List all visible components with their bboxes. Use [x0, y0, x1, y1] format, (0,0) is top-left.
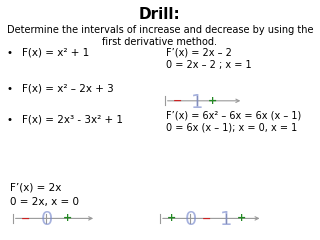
Text: F(x) = 2x³ - 3x² + 1: F(x) = 2x³ - 3x² + 1 — [22, 115, 124, 125]
Text: •: • — [6, 115, 12, 125]
Text: +: + — [237, 213, 246, 223]
Text: 1: 1 — [191, 92, 203, 112]
Text: +: + — [167, 213, 176, 223]
Text: 0 = 2x – 2 ; x = 1: 0 = 2x – 2 ; x = 1 — [166, 60, 252, 70]
Text: F’(x) = 2x – 2: F’(x) = 2x – 2 — [166, 48, 232, 58]
Text: −: − — [202, 213, 211, 223]
Text: F(x) = x² + 1: F(x) = x² + 1 — [22, 48, 90, 58]
Text: F(x) = x² – 2x + 3: F(x) = x² – 2x + 3 — [22, 84, 114, 94]
Text: F’(x) = 6x² – 6x = 6x (x – 1): F’(x) = 6x² – 6x = 6x (x – 1) — [166, 110, 302, 120]
Text: •: • — [6, 48, 12, 58]
Text: +: + — [63, 213, 72, 223]
Text: first derivative method.: first derivative method. — [102, 37, 218, 47]
Text: 1: 1 — [220, 210, 232, 229]
Text: F’(x) = 2x: F’(x) = 2x — [10, 182, 61, 192]
Text: −: − — [21, 213, 30, 223]
Text: +: + — [208, 96, 217, 106]
Text: Drill:: Drill: — [139, 7, 181, 22]
Text: 0 = 2x, x = 0: 0 = 2x, x = 0 — [10, 197, 79, 207]
Text: 0: 0 — [184, 210, 196, 229]
Text: −: − — [173, 96, 182, 106]
Text: Determine the intervals of increase and decrease by using the: Determine the intervals of increase and … — [7, 25, 313, 35]
Text: 0 = 6x (x – 1); x = 0, x = 1: 0 = 6x (x – 1); x = 0, x = 1 — [166, 122, 298, 132]
Text: 0: 0 — [40, 210, 52, 229]
Text: •: • — [6, 84, 12, 94]
